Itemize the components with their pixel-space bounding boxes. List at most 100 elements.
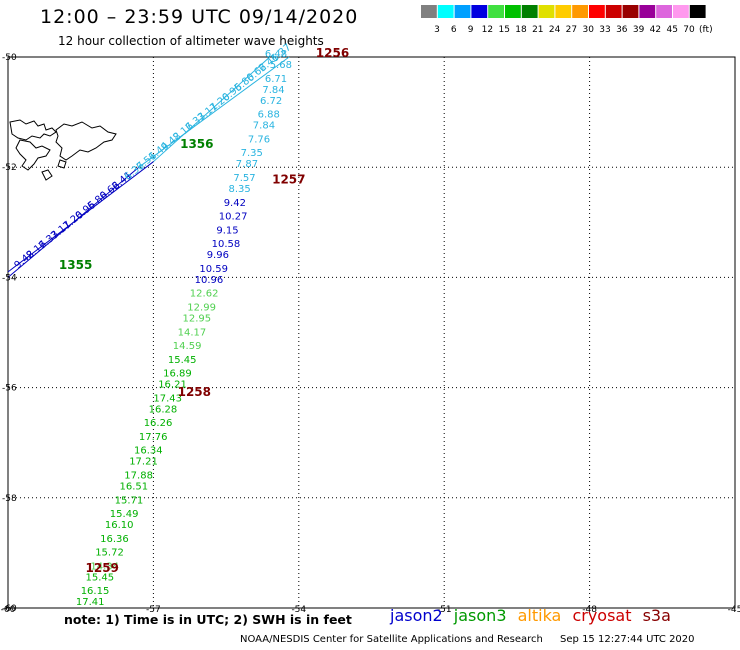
legend-jason3: jason3	[453, 606, 507, 625]
pass-number-label: 1258	[178, 385, 211, 399]
colorbar-label: 18	[515, 25, 527, 35]
colorbar-swatch	[471, 5, 488, 18]
swh-value-label: 12.62	[190, 289, 219, 300]
swh-value-label: 6.72	[260, 96, 282, 107]
lon-tick-label: -48	[582, 605, 597, 612]
falkland-islands-land	[9, 119, 117, 181]
colorbar-label: 27	[566, 25, 577, 35]
swh-value-label: 17.21	[129, 457, 158, 468]
legend-cryosat: cryosat	[572, 606, 632, 625]
colorbar-swatch	[454, 5, 471, 18]
colorbar-label: 12	[482, 25, 493, 35]
colorbar-label: 42	[650, 25, 661, 35]
swh-value-label: 16.21	[158, 380, 187, 391]
colorbar-swatch	[673, 5, 689, 18]
swh-value-label: 7.57	[233, 173, 255, 184]
swh-value-label: 9.42	[224, 198, 246, 209]
swh-value-label: 6.71	[265, 74, 287, 85]
lon-tick-label: -60	[1, 605, 16, 612]
colorbar-swatch	[622, 5, 639, 18]
swh-value-label: 7.76	[248, 134, 270, 145]
colorbar-swatch	[521, 5, 538, 18]
track-line	[153, 56, 271, 163]
swh-values: 6.485.686.717.846.726.887.847.767.357.87…	[76, 49, 292, 608]
swh-value-label: 9.96	[207, 250, 229, 261]
colorbar-label: 36	[616, 25, 628, 35]
colorbar-swatch	[572, 5, 588, 18]
colorbar-label: 33	[599, 25, 610, 35]
lon-tick-label: -54	[291, 605, 306, 612]
swh-value-label: 15.49	[110, 509, 139, 520]
swh-value-label: 17.43	[153, 393, 182, 404]
swh-value-label: 14.34	[90, 561, 119, 572]
colorbar-label: 24	[549, 25, 561, 35]
colorbar-label: 9	[468, 25, 474, 35]
swh-value-label: 16.34	[134, 446, 163, 457]
pass-number-label: 1257	[272, 173, 305, 187]
colorbar-swatch	[555, 5, 572, 18]
track-line	[7, 161, 154, 273]
legend-altika: altika	[517, 606, 562, 625]
swh-value-label: 16.28	[149, 404, 178, 415]
swh-value-label: 14.17	[178, 327, 207, 338]
swh-value-label: 14.59	[173, 341, 202, 352]
swh-value-label: 6.48	[265, 49, 287, 60]
lat-tick-label: -60	[2, 604, 17, 612]
satellite-legend: jason2 jason3 altika cryosat s3a	[390, 606, 677, 625]
colorbar-swatch	[421, 5, 437, 18]
swh-value-label: 7.84	[253, 121, 275, 132]
swh-value-label: 10.27	[219, 212, 248, 223]
swh-value-label: 17.76	[139, 432, 168, 443]
colorbar-label: 6	[451, 25, 457, 35]
lat-tick-label: -54	[2, 273, 17, 283]
colorbar-label: 21	[532, 25, 543, 35]
swh-value-label: 6.88	[258, 110, 280, 121]
colorbar-swatch	[589, 5, 605, 18]
swh-value-label: 15.72	[95, 548, 124, 559]
lat-tick-label: -56	[2, 384, 17, 394]
swh-value-label: 7.35	[241, 148, 263, 159]
colorbar-label: 15	[498, 25, 509, 35]
lat-tick-label: -52	[2, 163, 17, 173]
credit-text: NOAA/NESDIS Center for Satellite Applica…	[240, 634, 543, 645]
lat-tick-label: -50	[2, 53, 17, 63]
pass-number-label: 1256	[316, 46, 349, 60]
swh-value-label: 15.45	[168, 355, 197, 366]
legend-s3a: s3a	[642, 606, 671, 625]
timestamp-text: Sep 15 12:27:44 UTC 2020	[560, 634, 695, 645]
legend-jason2: jason2	[390, 606, 443, 625]
colorbar-swatch	[538, 5, 555, 18]
map-subtitle: 12 hour collection of altimeter wave hei…	[58, 34, 324, 48]
pass-number-label: 1355	[59, 258, 92, 272]
colorbar-label: 39	[633, 25, 645, 35]
swh-value-label: 16.26	[144, 418, 173, 429]
colorbar-swatch	[656, 5, 672, 18]
lon-tick-label: -51	[437, 605, 452, 612]
colorbar-label: 30	[582, 25, 594, 35]
wave-height-colorbar: 3 6 9 12 15 18 21 24 27 30 33 36 39 42 45 70 (ft)	[421, 5, 731, 39]
colorbar-swatch	[437, 5, 454, 18]
swh-value-label: 10.59	[199, 264, 228, 275]
colorbar-swatch	[605, 5, 622, 18]
colorbar-label: 70	[683, 25, 695, 35]
footer: NOAA/NESDIS Center for Satellite Applica…	[240, 634, 695, 645]
track-line	[138, 56, 290, 168]
colorbar-swatch	[488, 5, 504, 18]
swh-value-label: 16.51	[120, 482, 149, 493]
axis-ticks: -60 -57 -54 -51 -48 -45-50-52-54-56-58-60	[1, 53, 740, 612]
swh-value-label: 16.10	[105, 520, 134, 531]
lon-tick-label: -57	[146, 605, 161, 612]
swh-value-label: 17.41	[76, 597, 105, 608]
swh-value-label: 8.35	[229, 184, 251, 195]
pass-number-label: 1356	[180, 137, 213, 151]
swh-value-label: 7.84	[262, 85, 284, 96]
wave-height-map: 9.428.167.337.117.206.956.806.626.416.37…	[1, 42, 740, 612]
lon-tick-label: -45	[728, 605, 740, 612]
main-title: 12:00 – 23:59 UTC 09/14/2020	[40, 6, 359, 28]
swh-value-label: 17.88	[124, 471, 153, 482]
colorbar-label: (ft)	[699, 25, 713, 35]
units-note: note: 1) Time is in UTC; 2) SWH is in fe…	[64, 612, 352, 627]
lat-tick-label: -58	[2, 494, 17, 504]
swh-value-label: 10.58	[212, 239, 241, 250]
swh-value-label: 12.95	[183, 314, 212, 325]
